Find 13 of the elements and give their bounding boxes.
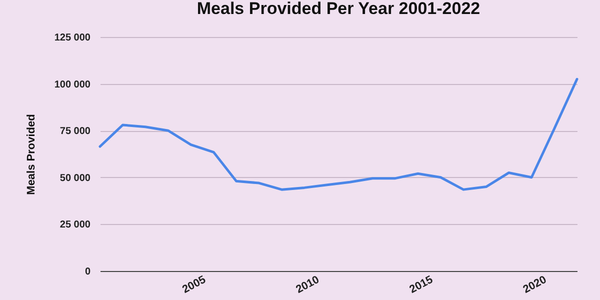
- line-series: [98, 78, 578, 191]
- x-tick-label: 2015: [408, 274, 435, 296]
- y-tick-label: 75 000: [60, 126, 91, 138]
- y-tick-label: 0: [84, 266, 91, 278]
- chart-title: Meals Provided Per Year 2001-2022: [196, 0, 480, 18]
- x-tick-label: 2020: [521, 274, 549, 296]
- x-tick-label: 2010: [294, 274, 322, 296]
- y-tick-label: 50 000: [60, 172, 91, 184]
- y-tick-label: 100 000: [54, 79, 91, 90]
- y-tick-label: 25 000: [60, 220, 91, 231]
- y-axis-title: Meals Provided: [25, 114, 38, 195]
- y-tick-label: 125 000: [54, 32, 91, 44]
- x-tick-label: 2005: [180, 274, 208, 296]
